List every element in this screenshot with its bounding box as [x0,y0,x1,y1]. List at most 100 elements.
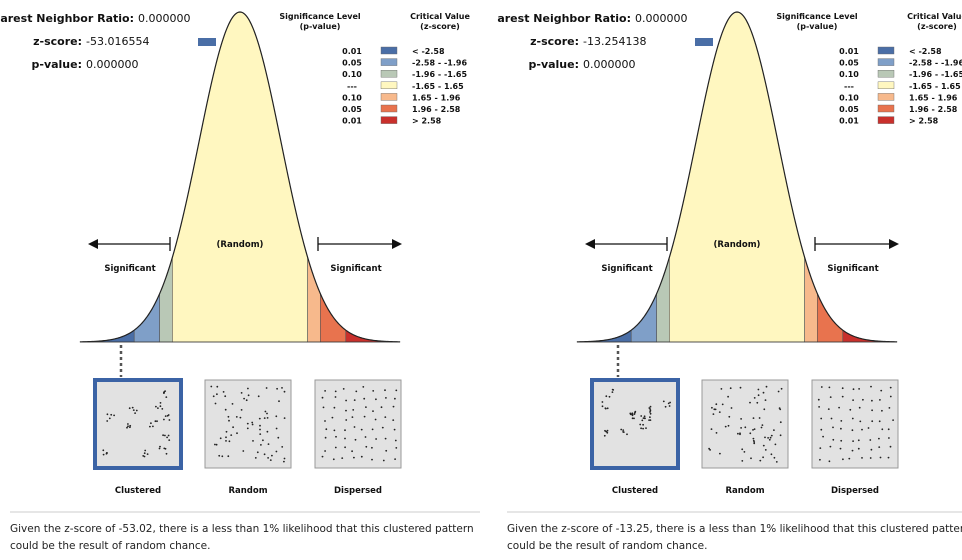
point [888,407,891,409]
legend-range: -1.96 - -1.65 [909,70,962,79]
point [102,453,105,456]
legend-swatch [877,69,895,78]
point [374,418,377,421]
report-panel: Nearest Neighbor Ratio:0.000000z-score:-… [497,0,962,560]
point [266,430,269,433]
point [633,417,635,420]
point [353,456,355,459]
point [166,436,169,439]
point [851,429,854,432]
point [345,399,347,402]
point [266,417,269,419]
point [881,428,884,431]
point [752,437,755,440]
point [840,420,843,422]
point [710,428,713,430]
point [212,395,215,398]
point [228,419,230,422]
legend-swatch [380,46,398,55]
point [108,417,111,420]
point [227,415,230,418]
point [649,412,652,415]
legend-p: --- [844,82,854,91]
point [756,401,759,404]
legend-swatch [380,93,398,101]
z-marker [695,38,713,46]
point [870,448,873,451]
point [840,439,843,442]
point [861,428,863,431]
point [333,429,336,432]
point [849,408,852,411]
point [775,461,778,463]
point [641,419,644,422]
point [131,406,134,409]
point [761,424,764,426]
point [879,456,882,459]
point [161,408,164,410]
point [239,416,242,419]
point [867,427,870,429]
legend-p: 0.10 [342,70,362,79]
point [260,444,262,446]
point [769,436,772,439]
point [858,406,861,409]
pattern-thumbnail [204,379,292,469]
caption: Given the z-score of -13.25, there is a … [507,523,962,552]
point [648,419,650,421]
point [275,450,278,453]
pattern-thumbnail [590,378,680,470]
point [611,388,614,391]
point [224,395,227,398]
significant-right: Significant [330,264,381,274]
point [819,447,822,449]
point [669,401,671,404]
point [878,446,881,448]
point [163,418,165,421]
point [362,386,365,388]
legend-p: 0.10 [839,93,859,102]
point [134,412,137,414]
point [221,455,224,458]
point [779,434,782,437]
pattern-label: Clustered [115,486,161,496]
point [878,420,881,423]
point [127,425,129,428]
point [749,401,751,404]
point [384,416,387,418]
point [159,402,162,404]
point [740,427,742,429]
point [265,387,268,389]
point [113,414,115,417]
point [331,416,334,419]
point [631,413,634,416]
curve-region [172,11,308,343]
point [878,437,880,440]
legend-p: 0.10 [839,70,859,79]
point [266,412,268,415]
point [770,453,773,456]
point [283,457,286,460]
point [644,417,646,420]
point [869,439,872,441]
point [382,459,385,462]
point [832,438,835,441]
curve-region [307,257,321,343]
point [224,408,227,411]
legend-range: 1.65 - 1.96 [909,93,958,102]
legend-range: 1.65 - 1.96 [412,93,461,102]
point [664,405,667,408]
point [251,421,254,424]
point [240,409,243,411]
point [395,389,398,392]
point [232,426,235,429]
point [601,401,604,403]
legend-range: > 2.58 [909,117,939,126]
point [852,440,854,442]
point [267,457,269,459]
curve-region [669,11,805,343]
point [393,428,396,431]
point [259,424,261,427]
point [830,417,833,420]
point [355,390,358,393]
